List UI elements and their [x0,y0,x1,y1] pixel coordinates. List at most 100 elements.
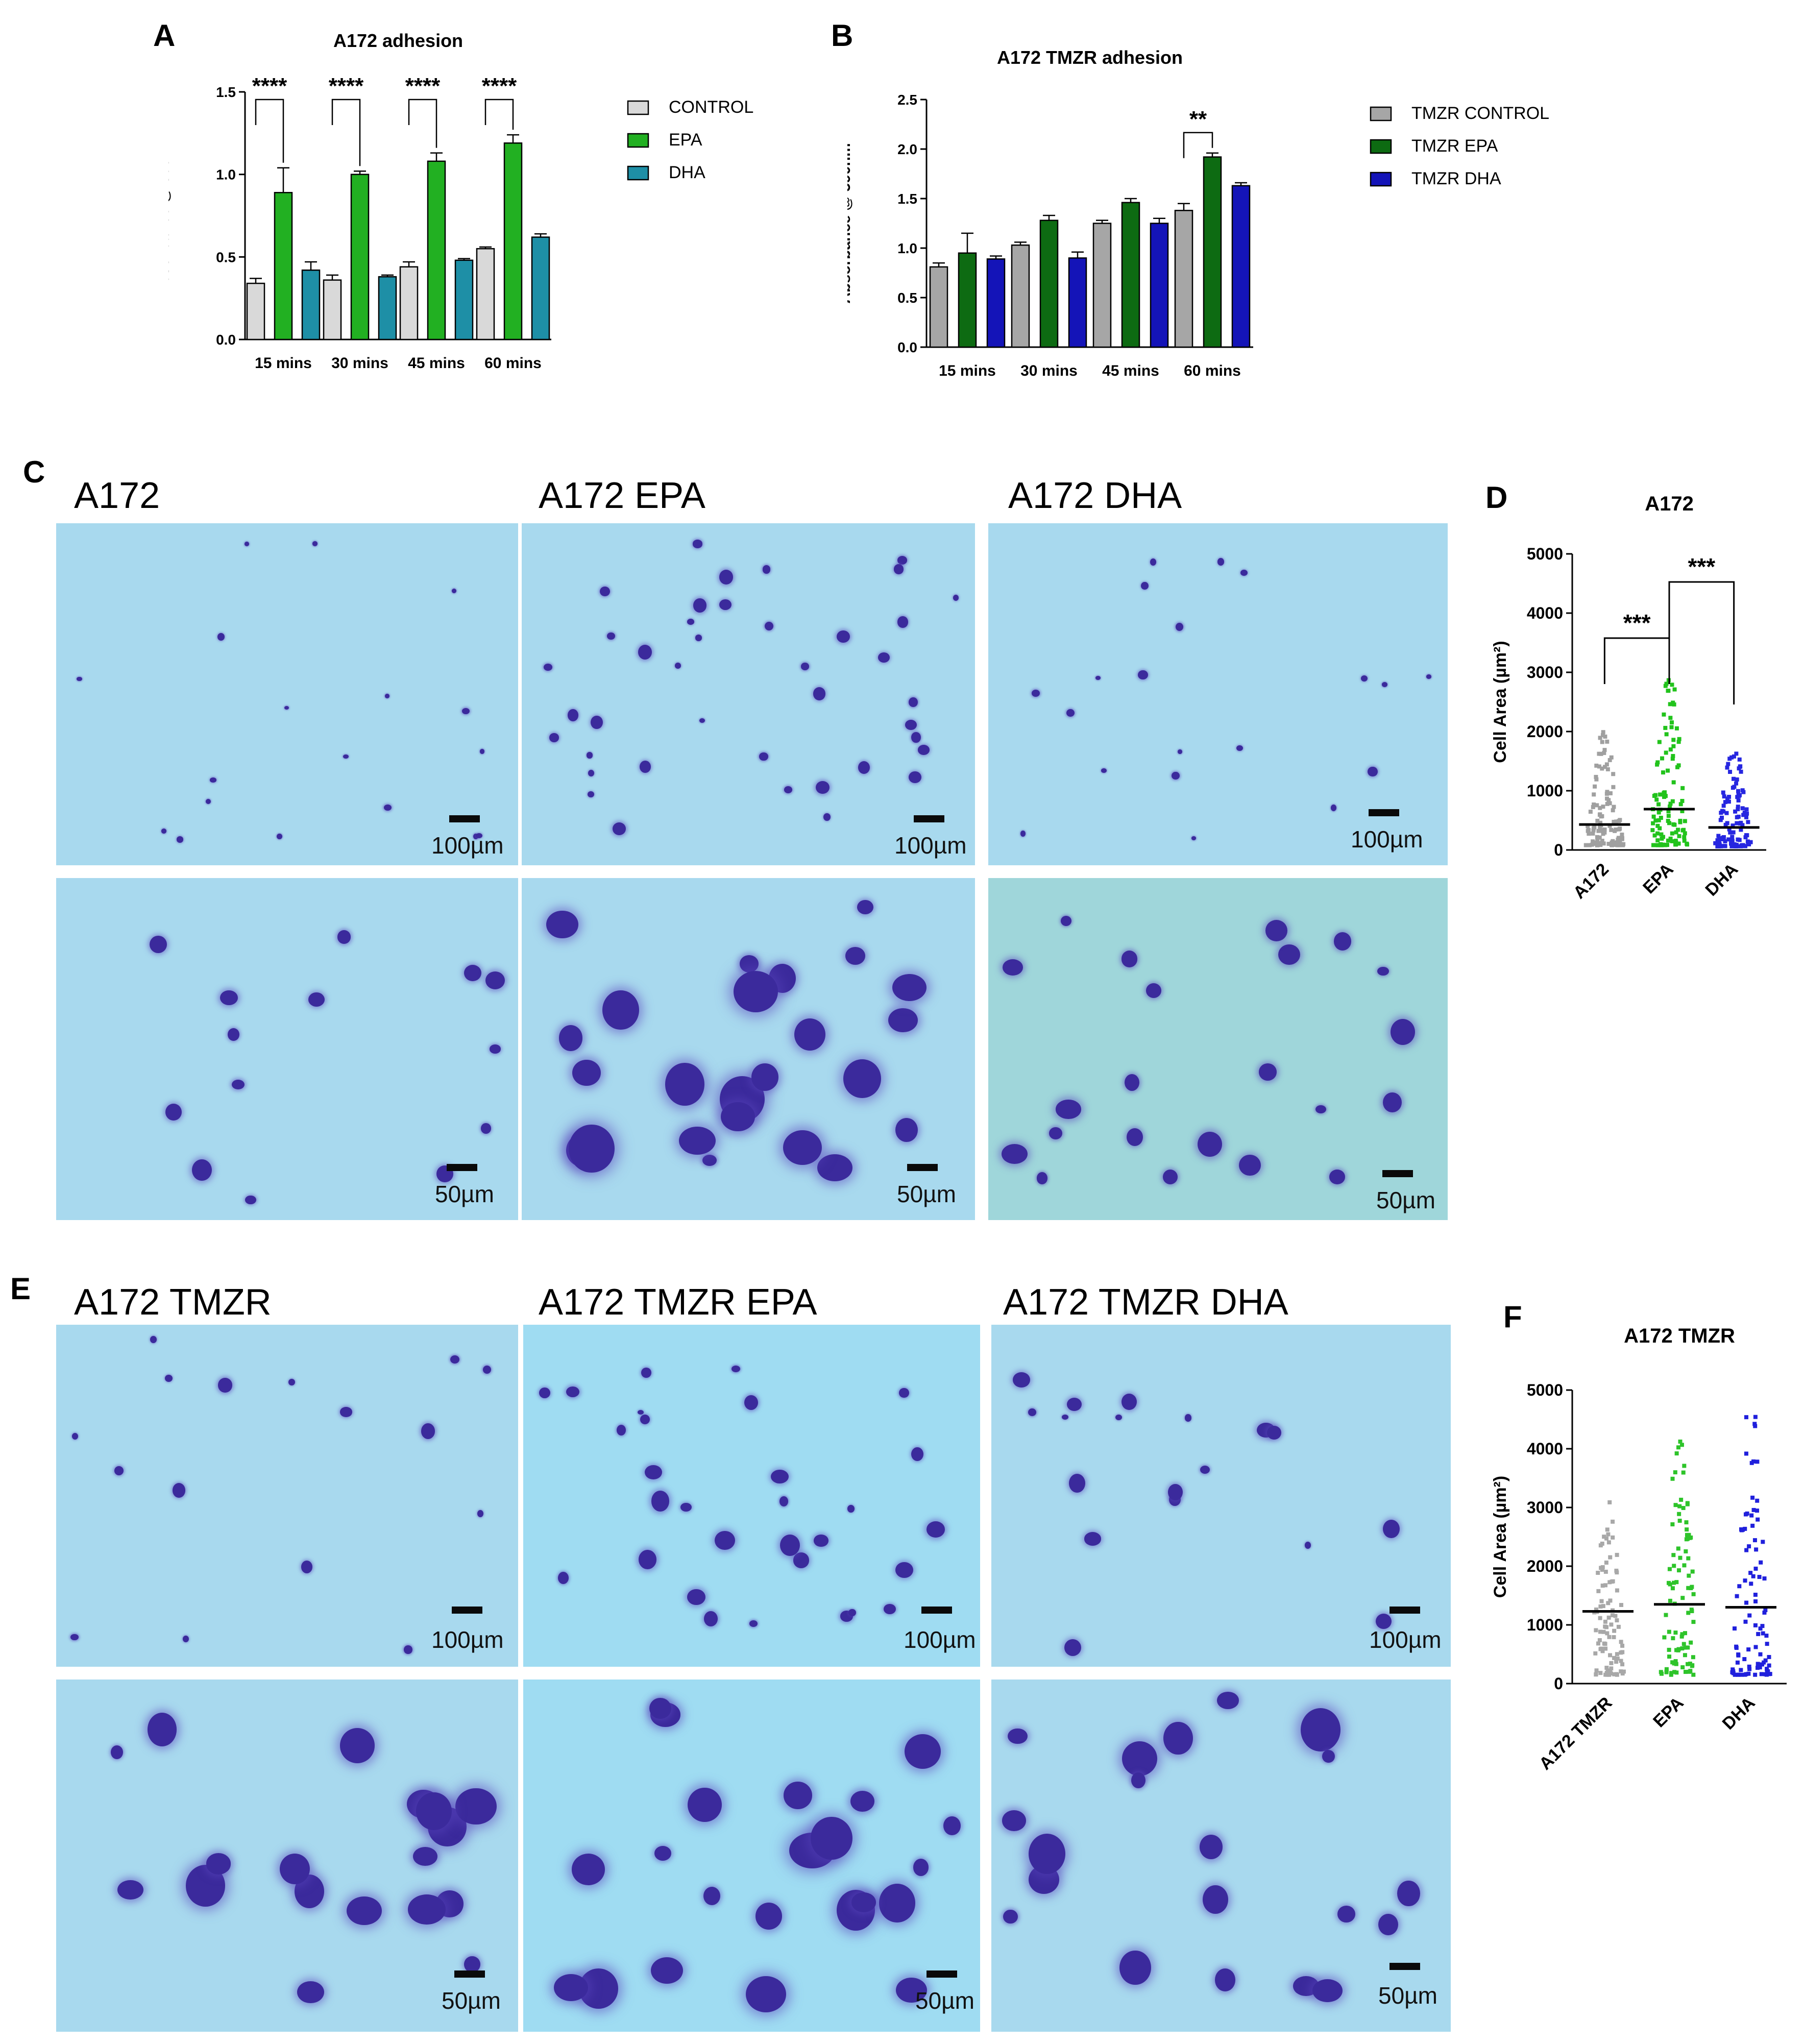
stained-cell [762,565,771,574]
stained-cell [312,541,318,546]
stained-cell [843,1059,882,1099]
scale-label-50: 50µm [1378,1982,1437,2009]
y-tick-label: 3000 [1527,663,1563,682]
legend-label: CONTROL [669,98,753,117]
data-point [1680,1596,1685,1600]
stained-cell [607,632,615,640]
data-point [1591,805,1595,809]
stained-cell [895,1118,918,1142]
data-point [1736,814,1741,819]
stained-cell [918,745,930,755]
significance-bracket [1603,637,1670,684]
significance-bracket [1668,581,1735,704]
stained-cell [926,1521,945,1538]
data-point [1759,1560,1763,1565]
stained-cell [745,1976,786,2013]
data-point [1594,1607,1598,1612]
stained-cell [1095,676,1101,680]
data-point [1751,1507,1756,1512]
data-point [1595,836,1600,841]
y-tick-label: 0.5 [897,290,917,306]
data-point [1735,1660,1740,1665]
data-point [1674,726,1679,731]
data-point [1618,826,1622,831]
data-point [1597,835,1602,840]
data-point [1749,1581,1753,1586]
stained-cell [1138,670,1148,680]
data-point [1603,765,1607,769]
data-point [1677,1568,1681,1573]
data-point [1754,1547,1759,1552]
stained-cell [1101,768,1107,773]
data-point [1753,1415,1758,1419]
adhesion-bar-chart-a172: A172 adhesion Absorbance @ 590nm 0.0 0.5 1.0… [168,30,753,372]
adhesion-bar-chart-a172-tmzr: A172 TMZR adhesion Absorbance @ 590nm 0.0 0… [847,47,1549,379]
data-point [1746,820,1750,824]
data-point [1655,831,1660,836]
data-point [1728,770,1733,774]
stained-cell [408,1894,446,1925]
scale-label-100: 100µm [904,1626,976,1653]
stained-cell [451,588,457,594]
data-point [1677,834,1681,838]
y-tick-label: 1000 [1527,1616,1563,1634]
stained-cell [464,1956,481,1973]
data-point [1603,1646,1608,1651]
data-point [1689,1640,1693,1645]
data-point [1603,1569,1608,1574]
bar [454,259,474,340]
stained-cell [909,697,918,707]
panel-letter-e: E [10,1272,31,1306]
stained-cell [638,644,652,660]
stained-cell [114,1466,124,1475]
stained-cell [1061,916,1072,926]
data-point [1603,1583,1608,1588]
stained-cell [1360,675,1368,682]
stained-cell [837,630,850,643]
data-point [1658,792,1663,797]
stained-cell [566,1386,580,1397]
y-tick-label: 3000 [1527,1498,1563,1517]
data-point [1767,1663,1771,1668]
data-point [1593,784,1597,789]
significance-bracket [255,99,284,163]
data-point [1720,815,1724,820]
stained-cell [164,1375,173,1382]
data-point [1608,1653,1613,1658]
x-tick-label: 60 mins [484,355,542,372]
data-point [1606,1601,1611,1605]
stained-cell [695,635,702,642]
data-point [1735,821,1739,825]
stained-cell [571,1854,605,1886]
stained-cell [412,1846,438,1866]
data-point [1673,1631,1678,1635]
data-point [1666,768,1670,773]
stained-cell [301,1561,313,1574]
stained-cell [591,716,603,729]
chart-title: A172 TMZR adhesion [997,47,1183,68]
chart-title: A172 [1645,493,1694,515]
stained-cell [848,1609,856,1617]
data-point [1671,700,1675,705]
y-tick-label: 1000 [1527,782,1563,800]
data-point [1729,841,1734,846]
data-point [1615,1652,1619,1657]
stained-cell [77,676,82,682]
data-point [1722,794,1726,799]
data-point [1738,821,1743,826]
data-point [1598,736,1602,740]
data-point [1737,757,1742,762]
data-point [1614,828,1618,832]
stained-cell [823,813,831,821]
stained-cell [744,1395,758,1410]
data-point [1609,755,1614,760]
micrograph-title-a172-tmzr-dha: A172 TMZR DHA [1003,1282,1288,1323]
data-point [1753,1566,1758,1571]
stained-cell [654,1845,672,1861]
data-point [1678,1439,1683,1444]
stained-cell [845,947,866,965]
data-point [1594,774,1598,779]
significance-label: **** [252,74,287,99]
stained-cell [1061,1415,1068,1420]
stained-cell [850,1790,874,1812]
